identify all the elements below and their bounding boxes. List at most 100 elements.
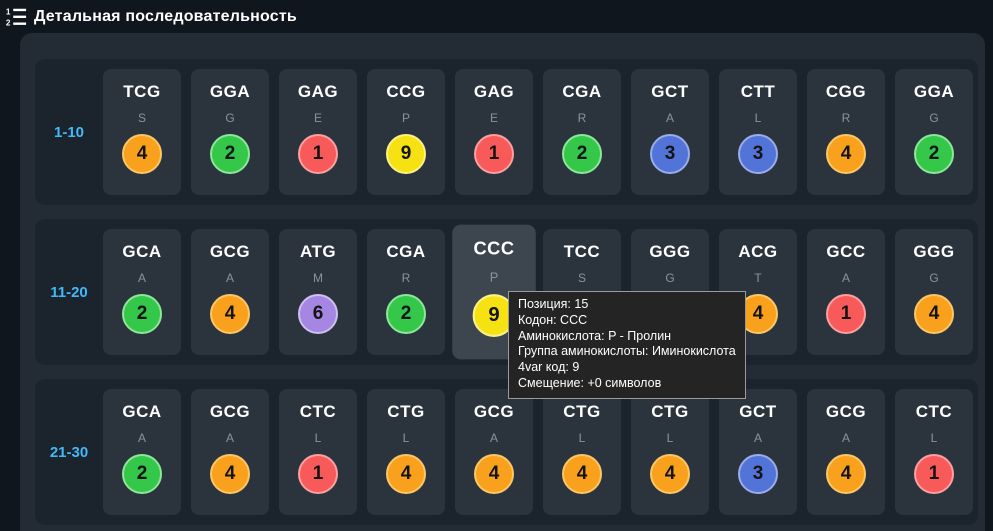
codon-card[interactable]: CTC L 1 — [895, 389, 973, 515]
codon-value-badge: 1 — [298, 454, 338, 494]
codon-card[interactable]: GCA A 2 — [103, 389, 181, 515]
codon-value-badge: 4 — [210, 294, 250, 334]
codon-value-badge: 4 — [122, 134, 162, 174]
codon-text: CCC — [473, 238, 515, 259]
codon-card[interactable]: ATG M 6 — [279, 229, 357, 355]
codon-value-badge: 2 — [914, 134, 954, 174]
sequence-row: 21-30 GCA A 2 GCG A 4 CTC L 1 CTG L 4 GCG A 4 CTG L 4 CTG L 4… — [35, 379, 978, 525]
amino-acid-letter: A — [225, 271, 234, 285]
codon-text: GGA — [913, 82, 955, 101]
codon-value-badge: 1 — [298, 134, 338, 174]
codon-card[interactable]: GGA G 2 — [895, 69, 973, 195]
amino-acid-letter: A — [137, 431, 146, 445]
codon-text: ATG — [299, 242, 337, 261]
codon-card[interactable]: GGA G 2 — [191, 69, 269, 195]
sequence-row: 11-20 GCA A 2 GCG A 4 ATG M 6 CGA R 2 CCC P 9 TCC S GGG G AC… — [35, 219, 978, 365]
codon-card[interactable]: GCT A 3 — [631, 69, 709, 195]
codon-text: GCT — [739, 402, 777, 421]
codon-value-badge: 4 — [826, 454, 866, 494]
amino-acid-letter: R — [401, 271, 411, 285]
codon-card[interactable]: GCT A 3 — [719, 389, 797, 515]
codon-card[interactable]: CTG L 4 — [543, 389, 621, 515]
codon-text: CGG — [825, 82, 867, 101]
codon-value-badge: 4 — [386, 454, 426, 494]
amino-acid-letter: L — [666, 431, 674, 445]
codon-value-badge: 4 — [650, 454, 690, 494]
amino-acid-letter: A — [137, 271, 146, 285]
amino-acid-letter: T — [754, 271, 762, 285]
tooltip-line: Смещение: +0 символов — [518, 375, 662, 390]
codon-value-badge: 2 — [210, 134, 250, 174]
codon-text: GCC — [826, 242, 866, 261]
amino-acid-letter: L — [754, 111, 762, 125]
page-title: Детальная последовательность — [34, 7, 297, 25]
codon-text: GCA — [122, 402, 162, 421]
codon-card[interactable]: CTC L 1 — [279, 389, 357, 515]
amino-acid-letter: A — [841, 431, 850, 445]
svg-text:1: 1 — [6, 7, 11, 16]
amino-acid-letter: L — [402, 431, 410, 445]
codon-text: GCG — [473, 402, 515, 421]
amino-acid-letter: A — [753, 431, 762, 445]
codon-card[interactable]: GAG E 1 — [279, 69, 357, 195]
codon-tooltip: Позиция: 15 Кодон: CCC Аминокислота: P - П… — [508, 291, 746, 399]
codon-card-list: GCA A 2 GCG A 4 ATG M 6 CGA R 2 CCC P 9 TCC S GGG G ACG T 4 GC… — [103, 224, 973, 360]
tooltip-line: 4var код: 9 — [518, 360, 580, 375]
codon-card[interactable]: CTG L 4 — [367, 389, 445, 515]
codon-text: CTG — [387, 402, 425, 421]
codon-card[interactable]: GGG G 4 — [895, 229, 973, 355]
amino-acid-letter: P — [401, 111, 410, 125]
amino-acid-letter: A — [841, 271, 850, 285]
codon-text: CTC — [299, 402, 337, 421]
ordered-list-icon: 1 2 — [6, 7, 27, 27]
codon-text: CTT — [740, 82, 776, 101]
codon-card[interactable]: CGG R 4 — [807, 69, 885, 195]
codon-value-badge: 2 — [122, 294, 162, 334]
amino-acid-letter: G — [225, 111, 235, 125]
row-range-label: 21-30 — [49, 443, 89, 461]
codon-card[interactable]: GCG A 4 — [455, 389, 533, 515]
codon-card[interactable]: CTG L 4 — [631, 389, 709, 515]
codon-text: GGG — [649, 242, 691, 261]
amino-acid-letter: L — [314, 431, 322, 445]
amino-acid-letter: R — [841, 111, 851, 125]
codon-text: GCG — [825, 402, 867, 421]
codon-text: CTG — [651, 402, 689, 421]
codon-text: GCG — [209, 242, 251, 261]
codon-card[interactable]: GCA A 2 — [103, 229, 181, 355]
codon-value-badge: 6 — [298, 294, 338, 334]
codon-text: ACG — [738, 242, 778, 261]
codon-card[interactable]: CGA R 2 — [543, 69, 621, 195]
codon-card[interactable]: GCG A 4 — [807, 389, 885, 515]
codon-card[interactable]: GAG E 1 — [455, 69, 533, 195]
codon-value-badge: 2 — [562, 134, 602, 174]
sequence-panel: 1-10 TCG S 4 GGA G 2 GAG E 1 CCG P 9 GAG E 1 CGA R 2 GCT A 3 C… — [20, 33, 985, 531]
codon-value-badge: 3 — [738, 134, 778, 174]
codon-text: GGG — [913, 242, 955, 261]
codon-card[interactable]: GCC A 1 — [807, 229, 885, 355]
codon-text: CTC — [915, 402, 953, 421]
codon-card-list: TCG S 4 GGA G 2 GAG E 1 CCG P 9 GAG E 1 CGA R 2 GCT A 3 CTT L 3… — [103, 69, 973, 195]
codon-card[interactable]: CTT L 3 — [719, 69, 797, 195]
amino-acid-letter: P — [489, 269, 499, 285]
codon-value-badge: 2 — [386, 294, 426, 334]
row-range-label: 1-10 — [53, 123, 85, 141]
codon-text: CGA — [386, 242, 426, 261]
codon-card[interactable]: GCG A 4 — [191, 389, 269, 515]
amino-acid-letter: L — [578, 431, 586, 445]
page-header: 1 2 Детальная последовательность — [0, 0, 993, 33]
codon-card-list: GCA A 2 GCG A 4 CTC L 1 CTG L 4 GCG A 4 CTG L 4 CTG L 4 GCT A 3… — [103, 389, 973, 515]
codon-text: TCC — [563, 242, 601, 261]
codon-text: GAG — [297, 82, 339, 101]
codon-text: CGA — [562, 82, 602, 101]
codon-card[interactable]: GCG A 4 — [191, 229, 269, 355]
codon-card[interactable]: CGA R 2 — [367, 229, 445, 355]
amino-acid-letter: E — [489, 111, 498, 125]
amino-acid-letter: S — [137, 111, 146, 125]
codon-card[interactable]: CCG P 9 — [367, 69, 445, 195]
codon-text: CTG — [563, 402, 601, 421]
codon-value-badge: 4 — [474, 454, 514, 494]
codon-card[interactable]: TCG S 4 — [103, 69, 181, 195]
codon-value-badge: 3 — [650, 134, 690, 174]
codon-value-badge: 4 — [210, 454, 250, 494]
